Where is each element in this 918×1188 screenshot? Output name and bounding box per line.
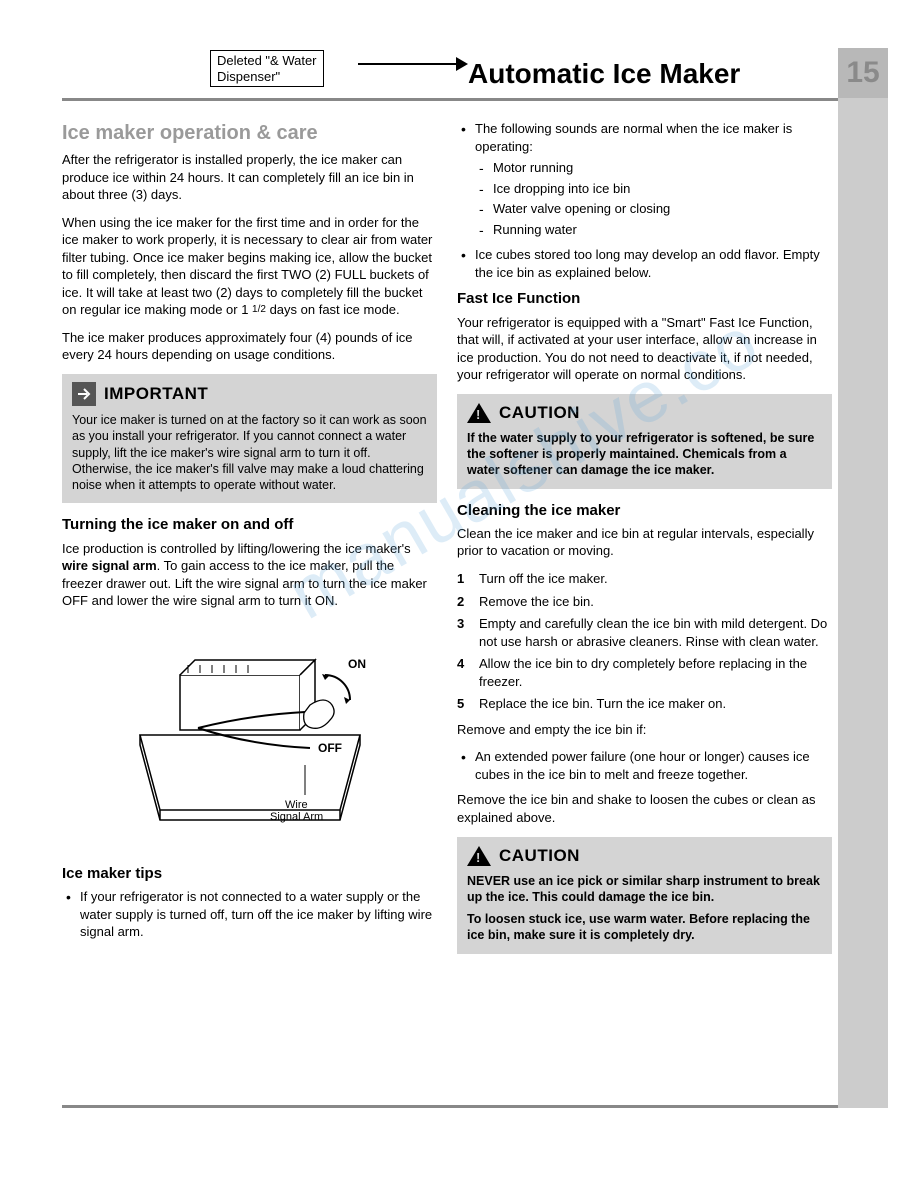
para-turning: Ice production is controlled by lifting/… bbox=[62, 540, 437, 610]
para-fast-ice: Your refrigerator is equipped with a "Sm… bbox=[457, 314, 832, 384]
sounds-intro-text: The following sounds are normal when the… bbox=[475, 121, 792, 154]
arrow-right-icon bbox=[72, 382, 96, 406]
important-header: IMPORTANT bbox=[72, 382, 427, 406]
heading-cleaning: Cleaning the ice maker bbox=[457, 501, 832, 521]
step-1-text: Turn off the ice maker. bbox=[479, 571, 608, 586]
diagram-on-label: ON bbox=[348, 657, 366, 671]
caution-1-body: If the water supply to your refrigerator… bbox=[467, 430, 822, 479]
step-4-text: Allow the ice bin to dry completely befo… bbox=[479, 656, 807, 689]
step-3: 3Empty and carefully clean the ice bin w… bbox=[479, 615, 832, 650]
heading-operation-care: Ice maker operation & care bbox=[62, 120, 437, 147]
important-callout: IMPORTANT Your ice maker is turned on at… bbox=[62, 374, 437, 503]
tips-list: If your refrigerator is not connected to… bbox=[62, 888, 437, 941]
para-intro-2b: days on fast ice mode. bbox=[266, 302, 400, 317]
para-intro-2: When using the ice maker for the first t… bbox=[62, 214, 437, 319]
annotation-line1: Deleted "& Water bbox=[217, 53, 317, 68]
para-turning-a: Ice production is controlled by lifting/… bbox=[62, 541, 411, 556]
tip-item-1: If your refrigerator is not connected to… bbox=[80, 888, 437, 941]
important-label: IMPORTANT bbox=[104, 383, 208, 405]
left-column: Ice maker operation & care After the ref… bbox=[62, 120, 437, 966]
para-intro-1: After the refrigerator is installed prop… bbox=[62, 151, 437, 204]
annotation-line2: Dispenser" bbox=[217, 69, 280, 84]
caution-2-body-b: To loosen stuck ice, use warm water. Bef… bbox=[467, 911, 822, 944]
caution-2-label: CAUTION bbox=[499, 845, 580, 867]
ice-maker-diagram: ON OFF Wire Signal Arm bbox=[110, 620, 390, 850]
warning-triangle-icon bbox=[467, 403, 491, 423]
annotation-arrow bbox=[358, 63, 458, 65]
step-4: 4Allow the ice bin to dry completely bef… bbox=[479, 655, 832, 690]
step-5: 5Replace the ice bin. Turn the ice maker… bbox=[479, 695, 832, 713]
caution-1-label: CAUTION bbox=[499, 402, 580, 424]
sound-3: Water valve opening or closing bbox=[493, 200, 832, 218]
step-1: 1Turn off the ice maker. bbox=[479, 570, 832, 588]
remove-if-list: An extended power failure (one hour or l… bbox=[457, 748, 832, 783]
warning-triangle-icon bbox=[467, 846, 491, 866]
annotation-deleted-text: Deleted "& Water Dispenser" bbox=[210, 50, 324, 87]
fraction: 1/2 bbox=[252, 304, 266, 315]
caution-2-body-a: NEVER use an ice pick or similar sharp i… bbox=[467, 873, 822, 906]
rule-bottom bbox=[62, 1105, 838, 1108]
step-3-text: Empty and carefully clean the ice bin wi… bbox=[479, 616, 827, 649]
wire-signal-arm-bold: wire signal arm bbox=[62, 558, 157, 573]
remove-if-item: An extended power failure (one hour or l… bbox=[475, 748, 832, 783]
right-column: The following sounds are normal when the… bbox=[457, 120, 832, 966]
heading-turning-on-off: Turning the ice maker on and off bbox=[62, 515, 437, 535]
diagram-off-label: OFF bbox=[318, 741, 342, 755]
caution-1-header: CAUTION bbox=[467, 402, 822, 424]
para-intro-3: The ice maker produces approximately fou… bbox=[62, 329, 437, 364]
step-5-text: Replace the ice bin. Turn the ice maker … bbox=[479, 696, 726, 711]
sound-1: Motor running bbox=[493, 159, 832, 177]
para-remove-if: Remove and empty the ice bin if: bbox=[457, 721, 832, 739]
caution-2-header: CAUTION bbox=[467, 845, 822, 867]
side-gray-bar bbox=[838, 98, 888, 1108]
heading-fast-ice: Fast Ice Function bbox=[457, 289, 832, 309]
sounds-list: The following sounds are normal when the… bbox=[457, 120, 832, 281]
page-title: Automatic Ice Maker bbox=[468, 55, 740, 93]
sounds-sublist: Motor running Ice dropping into ice bin … bbox=[475, 159, 832, 238]
diagram-wire-label: Wire bbox=[285, 799, 308, 811]
step-2-text: Remove the ice bin. bbox=[479, 594, 594, 609]
sound-2: Ice dropping into ice bin bbox=[493, 180, 832, 198]
content-columns: Ice maker operation & care After the ref… bbox=[62, 120, 832, 966]
sounds-intro: The following sounds are normal when the… bbox=[475, 120, 832, 238]
step-2: 2Remove the ice bin. bbox=[479, 593, 832, 611]
rule-top bbox=[62, 98, 838, 101]
cleaning-steps: 1Turn off the ice maker. 2Remove the ice… bbox=[457, 570, 832, 713]
important-body: Your ice maker is turned on at the facto… bbox=[72, 412, 427, 493]
heading-tips: Ice maker tips bbox=[62, 864, 437, 884]
caution-2-callout: CAUTION NEVER use an ice pick or similar… bbox=[457, 837, 832, 954]
sound-4: Running water bbox=[493, 221, 832, 239]
caution-1-callout: CAUTION If the water supply to your refr… bbox=[457, 394, 832, 489]
diagram-signal-arm-label: Signal Arm bbox=[270, 811, 323, 823]
page-number-tab: 15 bbox=[838, 48, 888, 98]
odd-flavor-bullet: Ice cubes stored too long may develop an… bbox=[475, 246, 832, 281]
para-shake: Remove the ice bin and shake to loosen t… bbox=[457, 791, 832, 826]
para-cleaning-intro: Clean the ice maker and ice bin at regul… bbox=[457, 525, 832, 560]
